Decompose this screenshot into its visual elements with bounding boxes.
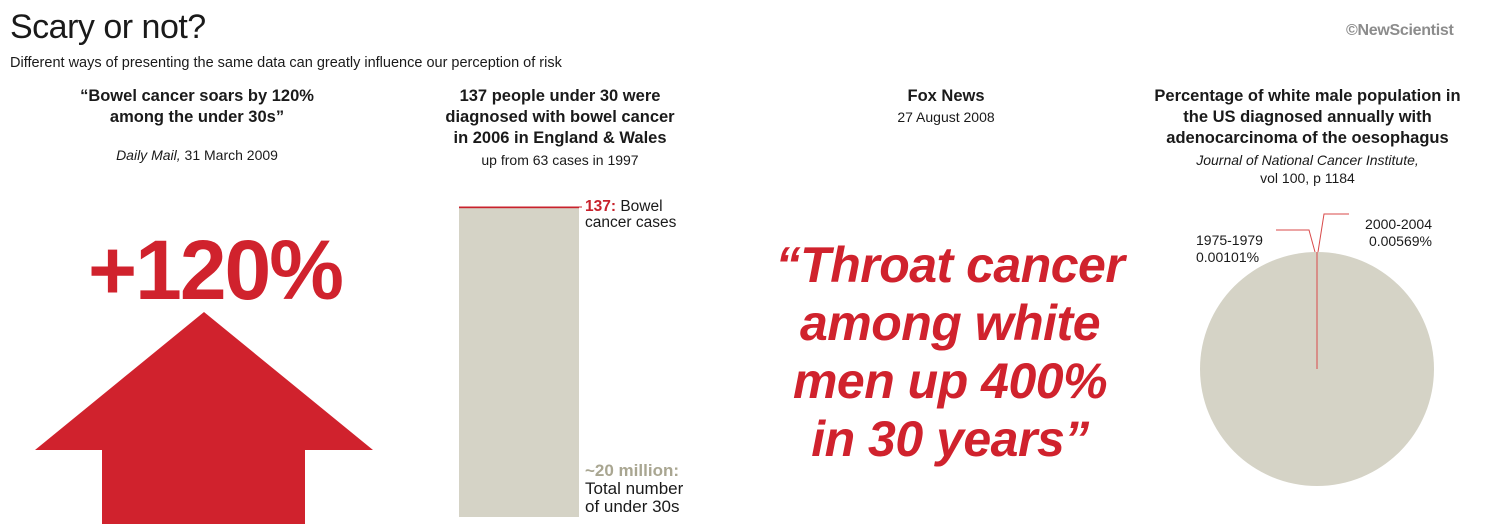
panel1-headline: “Bowel cancer soars by 120% among the un… — [32, 86, 362, 128]
bar-label-cases: 137: Bowel cancer cases — [585, 199, 676, 231]
bar-label-cases-text2: cancer cases — [585, 214, 677, 231]
panel1-source-name: Daily Mail, — [116, 147, 181, 163]
panel4-source-journal: Journal of National Cancer Institute, — [1196, 152, 1419, 168]
panel2-headline-line3: in 2006 in England & Wales — [453, 129, 667, 147]
bar-cases — [459, 207, 579, 209]
panel2-headline-line2: diagnosed with bowel cancer — [445, 108, 675, 126]
bar-label-population: ~20 million: Total number of under 30s — [585, 462, 683, 516]
panel4-headline-line3: adenocarcinoma of the oesophagus — [1166, 129, 1449, 147]
panel2-headline: 137 people under 30 were diagnosed with … — [410, 86, 710, 149]
bar-population — [459, 207, 579, 517]
panel1-source-date: 31 March 2009 — [180, 147, 278, 163]
up-arrow-icon — [35, 312, 373, 524]
panel3-source-date: 27 August 2008 — [897, 109, 995, 125]
bar-label-cases-value: 137: — [585, 198, 617, 215]
page-title: Scary or not? — [10, 8, 206, 46]
panel1-big-number: +120% — [88, 223, 344, 317]
brand-logo: ©NewScientist — [1346, 22, 1454, 39]
panel2-headline-line1: 137 people under 30 were — [459, 87, 661, 105]
pie-label-1975-1979-category: 1975-1979 — [1196, 232, 1263, 248]
panel1-source: Daily Mail, 31 March 2009 — [32, 146, 362, 165]
pie-label-2000-2004-category: 2000-2004 — [1365, 216, 1432, 232]
bar-label-population-text2: of under 30s — [585, 497, 680, 516]
panel3-source-name: Fox News — [907, 87, 985, 105]
bar-label-population-value: ~20 million: — [585, 461, 679, 480]
panel1-headline-line2: among the under 30s” — [109, 108, 285, 126]
panel4-headline-line2: the US diagnosed annually with — [1183, 108, 1432, 126]
pie-leader-2000-2004 — [1317, 213, 1349, 253]
panel2-subline: up from 63 cases in 1997 — [481, 152, 639, 168]
pie-label-2000-2004-value: 0.00569% — [1368, 233, 1432, 249]
pie-label-1975-1979: 1975-1979 0.00101% — [1196, 232, 1263, 266]
panel3-quote-line4: in 30 years” — [811, 411, 1089, 467]
panel4-headline: Percentage of white male population in t… — [1140, 86, 1475, 149]
panel4-source-volume: vol 100, p 1184 — [1260, 170, 1355, 186]
bar-label-cases-text1: Bowel — [616, 198, 663, 215]
panel3-quote-line2: among white — [799, 295, 1101, 351]
panel3-quote-line1: “Throat cancer — [775, 237, 1125, 293]
panel3-quote: “Throat cancer among white men up 400% i… — [760, 236, 1140, 468]
panel4-headline-line1: Percentage of white male population in — [1154, 87, 1461, 105]
panel3-quote-line3: men up 400% — [792, 353, 1108, 409]
pie-label-1975-1979-value: 0.00101% — [1196, 249, 1260, 265]
panel1-headline-line1: “Bowel cancer soars by 120% — [80, 87, 314, 105]
page-subtitle: Different ways of presenting the same da… — [10, 55, 562, 71]
bar-label-population-text1: Total number — [585, 479, 684, 498]
pie-label-2000-2004: 2000-2004 0.00569% — [1350, 216, 1432, 250]
pie-leader-1975-1979 — [1276, 229, 1316, 253]
